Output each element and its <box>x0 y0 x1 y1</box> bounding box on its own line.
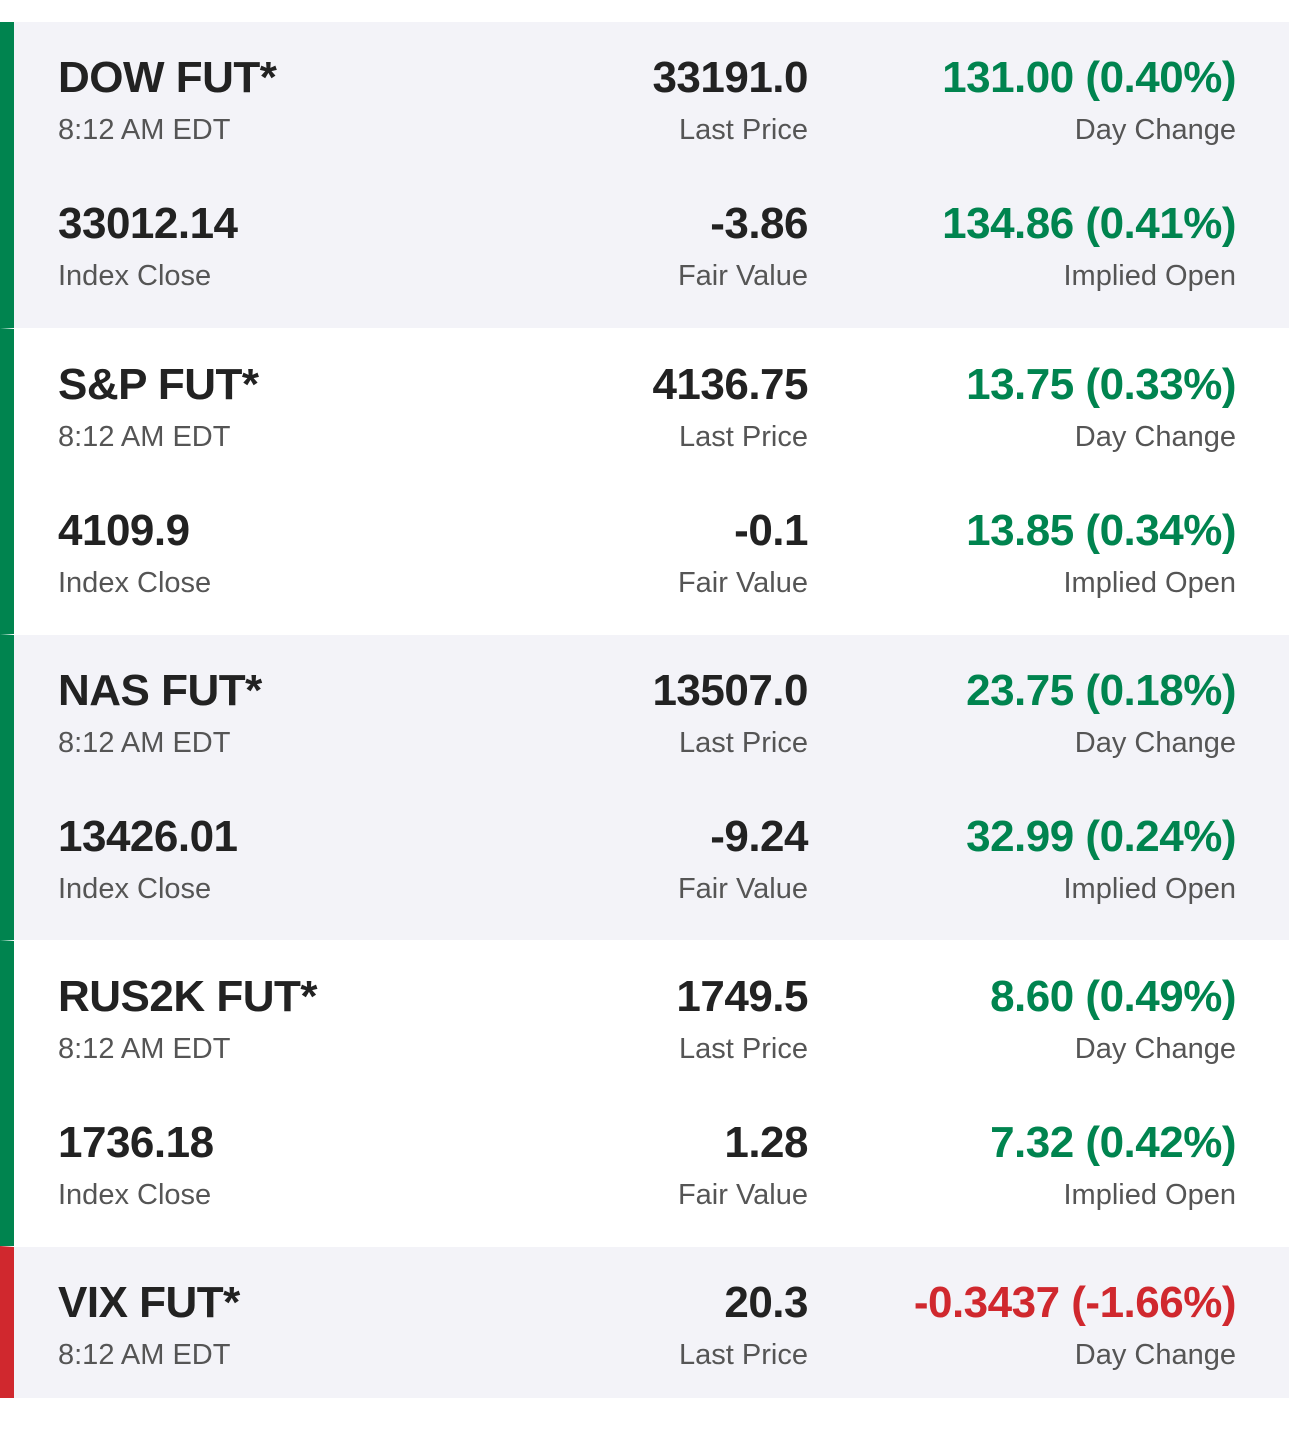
fair-value-cell: -0.1 Fair Value <box>677 503 809 603</box>
last-price-cell: 1749.5 Last Price <box>676 969 808 1069</box>
last-price-label: Last Price <box>679 421 808 453</box>
implied-open-value: 13.85 (0.34%) <box>966 506 1236 555</box>
symbol-cell: S&P FUT* 8:12 AM EDT <box>58 357 259 457</box>
implied-open-label: Implied Open <box>1063 260 1237 292</box>
day-change-value: 23.75 (0.18%) <box>966 666 1236 715</box>
day-change-label: Day Change <box>1074 421 1236 453</box>
implied-open-value: 7.32 (0.42%) <box>990 1118 1236 1167</box>
quote-row: RUS2K FUT* 8:12 AM EDT 1749.5 Last Price… <box>58 969 1236 1079</box>
fair-value-row: 13426.01 Index Close -9.24 Fair Value 32… <box>58 809 1236 919</box>
futures-card-sp[interactable]: S&P FUT* 8:12 AM EDT 4136.75 Last Price … <box>0 328 1289 634</box>
last-price-value: 4136.75 <box>652 360 808 409</box>
last-price-cell: 13507.0 Last Price <box>652 663 808 763</box>
fair-value-label: Fair Value <box>677 1179 808 1211</box>
futures-card-vix[interactable]: VIX FUT* 8:12 AM EDT 20.3 Last Price -0.… <box>0 1246 1289 1398</box>
symbol-name[interactable]: S&P FUT* <box>58 360 259 409</box>
symbol-cell: NAS FUT* 8:12 AM EDT <box>58 663 262 763</box>
index-close-label: Index Close <box>58 1179 212 1211</box>
last-price-cell: 20.3 Last Price <box>679 1275 808 1375</box>
futures-card-rus2k[interactable]: RUS2K FUT* 8:12 AM EDT 1749.5 Last Price… <box>0 940 1289 1246</box>
fair-value-value: -0.1 <box>734 506 808 555</box>
index-close-value: 4109.9 <box>58 506 190 555</box>
last-price-label: Last Price <box>679 114 808 146</box>
last-price-value: 13507.0 <box>652 666 808 715</box>
last-price-label: Last Price <box>679 727 808 759</box>
day-change-value: 13.75 (0.33%) <box>966 360 1236 409</box>
implied-open-cell: 134.86 (0.41%) Implied Open <box>942 196 1236 296</box>
last-price-cell: 33191.0 Last Price <box>652 50 808 150</box>
index-close-cell: 4109.9 Index Close <box>58 503 211 603</box>
fair-value-row: 4109.9 Index Close -0.1 Fair Value 13.85… <box>58 503 1236 613</box>
day-change-cell: 131.00 (0.40%) Day Change <box>942 50 1236 150</box>
fair-value-cell: -3.86 Fair Value <box>677 196 809 296</box>
last-price-value: 1749.5 <box>676 972 808 1021</box>
day-change-cell: 8.60 (0.49%) Day Change <box>990 969 1236 1069</box>
last-price-label: Last Price <box>679 1033 808 1065</box>
symbol-name[interactable]: VIX FUT* <box>58 1278 240 1327</box>
fair-value-row: 33012.14 Index Close -3.86 Fair Value 13… <box>58 196 1236 306</box>
day-change-cell: -0.3437 (-1.66%) Day Change <box>913 1275 1237 1375</box>
day-change-value: 131.00 (0.40%) <box>942 53 1236 102</box>
fair-value-value: -3.86 <box>710 199 808 248</box>
last-price-label: Last Price <box>679 1339 808 1371</box>
last-price-cell: 4136.75 Last Price <box>652 357 808 457</box>
last-price-value: 20.3 <box>724 1278 808 1327</box>
day-change-cell: 23.75 (0.18%) Day Change <box>966 663 1236 763</box>
day-change-value: -0.3437 (-1.66%) <box>913 1278 1237 1327</box>
futures-card-dow[interactable]: DOW FUT* 8:12 AM EDT 33191.0 Last Price … <box>0 22 1289 328</box>
quote-row: DOW FUT* 8:12 AM EDT 33191.0 Last Price … <box>58 50 1236 160</box>
day-change-value: 8.60 (0.49%) <box>990 972 1236 1021</box>
last-price-value: 33191.0 <box>652 53 808 102</box>
index-close-value: 1736.18 <box>58 1118 214 1167</box>
fair-value-value: -9.24 <box>710 812 808 861</box>
fair-value-label: Fair Value <box>677 873 808 905</box>
implied-open-cell: 32.99 (0.24%) Implied Open <box>966 809 1236 909</box>
quote-time: 8:12 AM EDT <box>58 421 231 453</box>
implied-open-cell: 13.85 (0.34%) Implied Open <box>966 503 1236 603</box>
quote-row: S&P FUT* 8:12 AM EDT 4136.75 Last Price … <box>58 357 1236 467</box>
implied-open-label: Implied Open <box>1063 567 1237 599</box>
implied-open-label: Implied Open <box>1063 1179 1237 1211</box>
fair-value-cell: 1.28 Fair Value <box>677 1115 809 1215</box>
fair-value-label: Fair Value <box>677 567 808 599</box>
symbol-cell: RUS2K FUT* 8:12 AM EDT <box>58 969 318 1069</box>
fair-value-value: 1.28 <box>724 1118 808 1167</box>
day-change-label: Day Change <box>1074 1339 1236 1371</box>
implied-open-label: Implied Open <box>1063 873 1237 905</box>
quote-time: 8:12 AM EDT <box>58 1033 231 1065</box>
index-close-value: 33012.14 <box>58 199 238 248</box>
symbol-name[interactable]: DOW FUT* <box>58 53 277 102</box>
day-change-label: Day Change <box>1074 727 1236 759</box>
symbol-name[interactable]: NAS FUT* <box>58 666 262 715</box>
symbol-cell: DOW FUT* 8:12 AM EDT <box>58 50 277 150</box>
index-close-label: Index Close <box>58 567 212 599</box>
implied-open-cell: 7.32 (0.42%) Implied Open <box>990 1115 1236 1215</box>
implied-open-value: 134.86 (0.41%) <box>942 199 1236 248</box>
quote-time: 8:12 AM EDT <box>58 114 231 146</box>
fair-value-cell: -9.24 Fair Value <box>677 809 809 909</box>
fair-value-row: 1736.18 Index Close 1.28 Fair Value 7.32… <box>58 1115 1236 1225</box>
symbol-cell: VIX FUT* 8:12 AM EDT <box>58 1275 240 1375</box>
quote-time: 8:12 AM EDT <box>58 727 231 759</box>
implied-open-value: 32.99 (0.24%) <box>966 812 1236 861</box>
futures-list: DOW FUT* 8:12 AM EDT 33191.0 Last Price … <box>0 22 1289 1398</box>
day-change-label: Day Change <box>1074 114 1236 146</box>
index-close-cell: 13426.01 Index Close <box>58 809 238 909</box>
index-close-value: 13426.01 <box>58 812 238 861</box>
quote-row: VIX FUT* 8:12 AM EDT 20.3 Last Price -0.… <box>58 1275 1237 1385</box>
futures-card-nas[interactable]: NAS FUT* 8:12 AM EDT 13507.0 Last Price … <box>0 634 1289 940</box>
quote-row: NAS FUT* 8:12 AM EDT 13507.0 Last Price … <box>58 663 1236 773</box>
index-close-label: Index Close <box>58 260 212 292</box>
quote-time: 8:12 AM EDT <box>58 1339 231 1371</box>
day-change-label: Day Change <box>1074 1033 1236 1065</box>
index-close-cell: 33012.14 Index Close <box>58 196 238 296</box>
index-close-label: Index Close <box>58 873 212 905</box>
fair-value-label: Fair Value <box>677 260 808 292</box>
symbol-name[interactable]: RUS2K FUT* <box>58 972 318 1021</box>
day-change-cell: 13.75 (0.33%) Day Change <box>966 357 1236 457</box>
index-close-cell: 1736.18 Index Close <box>58 1115 214 1215</box>
